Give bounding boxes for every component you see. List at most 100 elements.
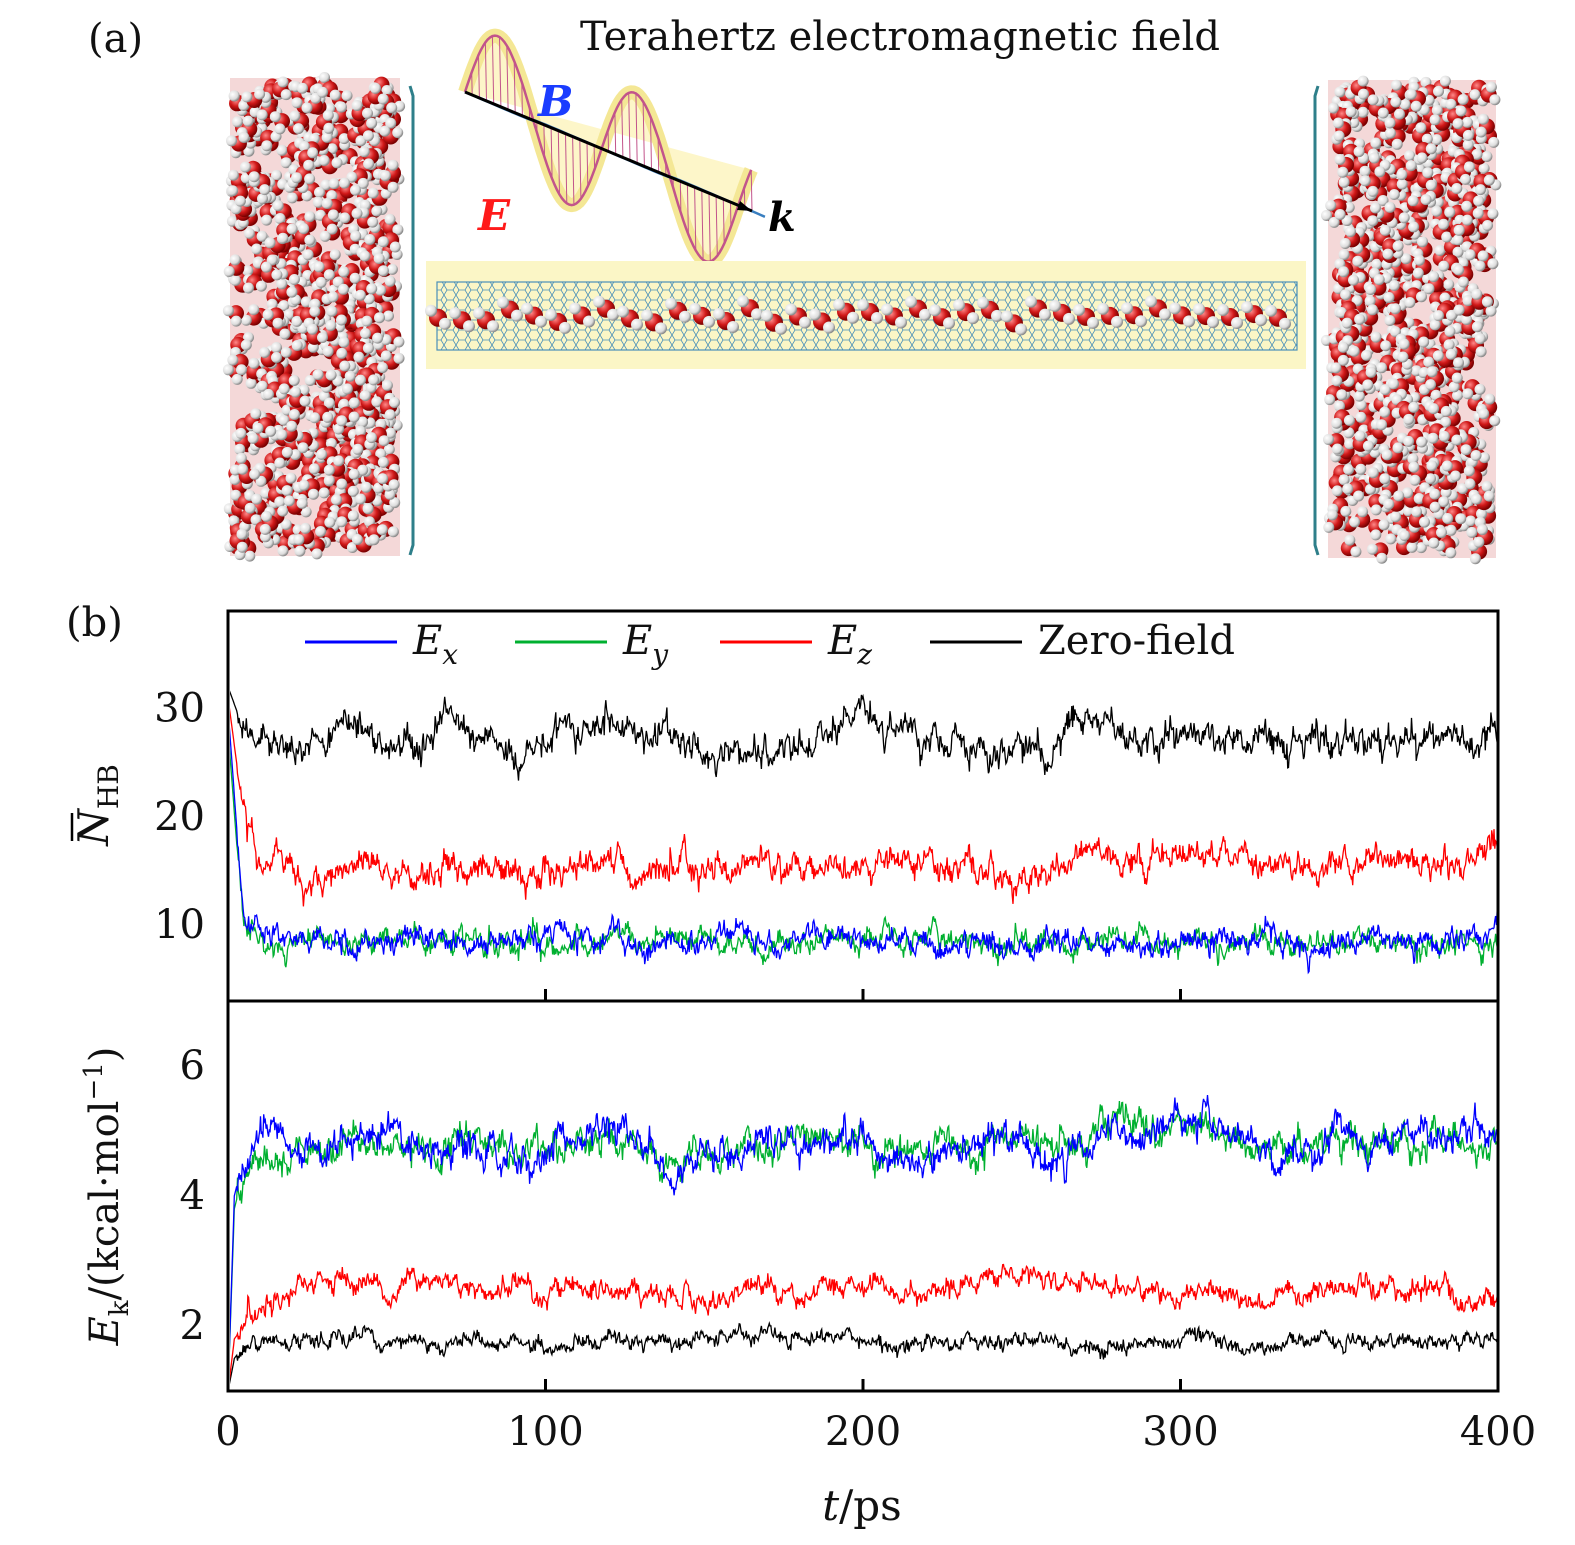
hydrogen-atom bbox=[240, 339, 252, 351]
bottom-y-label-unit: /(kcal·mol bbox=[82, 1101, 128, 1301]
svg-text:NHB: NHB bbox=[69, 764, 125, 847]
hydrogen-atom bbox=[329, 249, 341, 261]
hydrogen-atom bbox=[1452, 234, 1464, 246]
tube-hydrogen-atom bbox=[487, 320, 499, 333]
hydrogen-atom bbox=[377, 265, 389, 277]
hydrogen-atom bbox=[347, 510, 359, 522]
hydrogen-atom bbox=[1396, 178, 1408, 190]
hydrogen-atom bbox=[387, 526, 399, 538]
hydrogen-atom bbox=[362, 130, 374, 142]
hydrogen-atom bbox=[1340, 289, 1352, 301]
hydrogen-atom bbox=[274, 496, 286, 508]
e-field-vector bbox=[650, 116, 652, 170]
tube-hydrogen-atom bbox=[545, 308, 557, 321]
hydrogen-atom bbox=[300, 506, 312, 518]
tube-hydrogen-atom bbox=[535, 315, 547, 328]
hydrogen-atom bbox=[318, 155, 330, 166]
hydrogen-atom bbox=[1364, 295, 1376, 307]
hydrogen-atom bbox=[1415, 122, 1427, 134]
tube-hydrogen-atom bbox=[919, 308, 931, 321]
hydrogen-atom bbox=[240, 314, 252, 326]
hydrogen-atom bbox=[1388, 378, 1399, 390]
hydrogen-atom bbox=[222, 305, 234, 317]
hydrogen-atom bbox=[1343, 414, 1355, 426]
hydrogen-atom bbox=[1331, 485, 1343, 497]
e-field-label: E bbox=[477, 191, 511, 240]
hydrogen-atom bbox=[358, 146, 370, 158]
hydrogen-atom bbox=[1331, 443, 1343, 455]
hydrogen-atom bbox=[1443, 279, 1455, 290]
panel-a: (a) Terahertz electromagnetic field B E … bbox=[88, 14, 1502, 565]
hydrogen-atom bbox=[1323, 521, 1335, 533]
hydrogen-atom bbox=[276, 429, 288, 441]
hydrogen-atom bbox=[384, 409, 396, 421]
hydrogen-atom bbox=[261, 140, 273, 152]
hydrogen-atom bbox=[1475, 184, 1486, 196]
tube-hydrogen-atom bbox=[1169, 302, 1181, 315]
e-field-vector bbox=[557, 130, 560, 195]
hydrogen-atom bbox=[291, 172, 303, 184]
hydrogen-atom bbox=[1420, 194, 1432, 206]
hydrogen-atom bbox=[1340, 505, 1352, 517]
hydrogen-atom bbox=[1334, 209, 1346, 220]
hydrogen-atom bbox=[1338, 176, 1350, 188]
hydrogen-atom bbox=[1428, 271, 1440, 283]
hydrogen-atom bbox=[1404, 297, 1416, 308]
hydrogen-atom bbox=[1464, 249, 1476, 261]
hydrogen-atom bbox=[359, 250, 371, 262]
hydrogen-atom bbox=[389, 497, 401, 509]
top-y-tick-label: 30 bbox=[154, 686, 205, 732]
e-field-vector bbox=[621, 99, 624, 158]
hydrogen-atom bbox=[1440, 416, 1452, 428]
hydrogen-atom bbox=[1331, 375, 1343, 387]
hydrogen-atom bbox=[1398, 212, 1410, 224]
hydrogen-atom bbox=[1477, 250, 1489, 262]
hydrogen-atom bbox=[1376, 552, 1388, 564]
hydrogen-atom bbox=[1462, 295, 1474, 307]
e-field-vector bbox=[657, 137, 660, 173]
hydrogen-atom bbox=[1485, 305, 1497, 317]
hydrogen-atom bbox=[1429, 501, 1441, 513]
hydrogen-atom bbox=[378, 435, 390, 447]
hydrogen-atom bbox=[326, 190, 338, 202]
hydrogen-atom bbox=[1438, 430, 1450, 442]
hydrogen-atom bbox=[359, 390, 371, 402]
e-field-vector bbox=[614, 112, 617, 155]
hydrogen-atom bbox=[1342, 483, 1354, 495]
hydrogen-atom bbox=[1334, 86, 1346, 98]
tube-hydrogen-atom bbox=[607, 308, 619, 321]
hydrogen-atom bbox=[1336, 389, 1348, 401]
hydrogen-atom bbox=[251, 493, 263, 505]
hydrogen-atom bbox=[323, 269, 335, 281]
hydrogen-atom bbox=[321, 131, 333, 143]
hydrogen-atom bbox=[348, 411, 360, 423]
hydrogen-atom bbox=[278, 414, 290, 426]
hydrogen-atom bbox=[290, 386, 302, 398]
hydrogen-atom bbox=[1348, 274, 1359, 286]
hydrogen-atom bbox=[1348, 345, 1360, 357]
hydrogen-atom bbox=[1423, 283, 1435, 295]
hydrogen-atom bbox=[1423, 356, 1435, 368]
hydrogen-atom bbox=[1355, 463, 1367, 475]
hydrogen-atom bbox=[1367, 94, 1379, 106]
hydrogen-atom bbox=[1381, 449, 1393, 461]
hydrogen-atom bbox=[385, 427, 396, 439]
hydrogen-atom bbox=[384, 488, 396, 500]
tube-hydrogen-atom bbox=[1087, 316, 1099, 329]
hydrogen-atom bbox=[283, 495, 295, 507]
hydrogen-atom bbox=[280, 346, 292, 358]
hydrogen-atom bbox=[261, 214, 273, 226]
hydrogen-atom bbox=[1337, 341, 1349, 353]
e-field-vector bbox=[506, 45, 509, 110]
hydrogen-atom bbox=[301, 102, 313, 114]
hydrogen-atom bbox=[1354, 313, 1366, 325]
hydrogen-atom bbox=[347, 485, 359, 497]
hydrogen-atom bbox=[1328, 102, 1339, 114]
tube-hydrogen-atom bbox=[583, 315, 595, 328]
hydrogen-atom bbox=[1370, 202, 1381, 214]
hydrogen-atom bbox=[236, 541, 248, 553]
hydrogen-atom bbox=[243, 227, 255, 239]
hydrogen-atom bbox=[277, 232, 289, 244]
hydrogen-atom bbox=[319, 230, 331, 242]
hydrogen-atom bbox=[226, 135, 237, 147]
